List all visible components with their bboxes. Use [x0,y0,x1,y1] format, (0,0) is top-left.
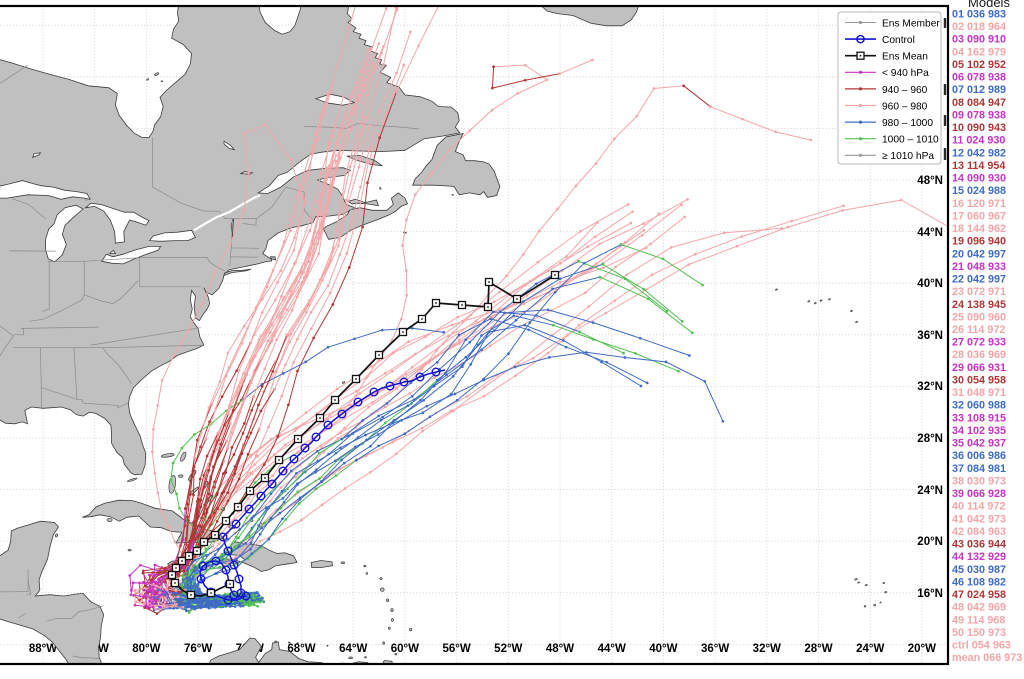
svg-text:04 162 979: 04 162 979 [952,46,1006,58]
svg-text:24°N: 24°N [917,485,943,497]
svg-text:27 072 933: 27 072 933 [952,337,1006,349]
svg-text:60°W: 60°W [391,643,419,655]
svg-text:38 030 973: 38 030 973 [952,475,1006,487]
svg-text:48°N: 48°N [917,175,943,187]
svg-text:34 102 935: 34 102 935 [952,425,1006,437]
svg-text:44°W: 44°W [598,643,626,655]
svg-text:20 042 997: 20 042 997 [952,248,1006,260]
svg-text:37 084 981: 37 084 981 [952,463,1006,475]
svg-text:44°N: 44°N [917,227,943,239]
svg-text:03 090 910: 03 090 910 [952,34,1006,46]
svg-text:01 036 983: 01 036 983 [952,9,1006,21]
svg-text:88°W: 88°W [29,643,57,655]
svg-text:36 006 986: 36 006 986 [952,450,1006,462]
svg-text:02 018 964: 02 018 964 [952,21,1006,33]
svg-text:26 114 972: 26 114 972 [952,324,1005,336]
svg-text:980 – 1000: 980 – 1000 [882,118,933,129]
svg-text:80°W: 80°W [132,643,160,655]
svg-text:40°N: 40°N [917,278,943,290]
svg-text:29 066 931: 29 066 931 [952,362,1006,374]
svg-text:76°W: 76°W [184,643,212,655]
svg-text:07 012 989: 07 012 989 [952,84,1006,96]
svg-text:52°W: 52°W [494,643,522,655]
svg-text:33 108 915: 33 108 915 [952,412,1006,424]
svg-text:Control: Control [882,35,915,46]
svg-text:21 048 933: 21 048 933 [952,261,1006,273]
svg-text:47 024 958: 47 024 958 [952,589,1006,601]
svg-text:36°N: 36°N [917,330,943,342]
svg-text:64°W: 64°W [339,643,367,655]
svg-text:32 060 988: 32 060 988 [952,400,1006,412]
svg-text:39 066 928: 39 066 928 [952,488,1006,500]
svg-text:32°W: 32°W [753,643,781,655]
svg-text:48°W: 48°W [546,643,574,655]
svg-text:56°W: 56°W [442,643,470,655]
svg-text:16°N: 16°N [917,588,943,600]
svg-text:960 – 980: 960 – 980 [882,101,928,112]
svg-text:18 144 962: 18 144 962 [952,223,1006,235]
svg-text:48 042 969: 48 042 969 [952,602,1006,614]
svg-text:28°N: 28°N [917,433,943,445]
svg-text:49 114 968: 49 114 968 [952,614,1005,626]
svg-text:30 054 958: 30 054 958 [952,375,1006,387]
svg-text:44 132 929: 44 132 929 [952,551,1006,563]
svg-text:41 042 973: 41 042 973 [952,513,1006,525]
svg-text:40°W: 40°W [649,643,677,655]
svg-text:43 036 944: 43 036 944 [952,539,1006,551]
svg-text:24 138 945: 24 138 945 [952,299,1006,311]
svg-text:36°W: 36°W [701,643,729,655]
svg-text:15 024 988: 15 024 988 [952,185,1006,197]
svg-text:09 078 938: 09 078 938 [952,110,1006,122]
svg-text:< 940 hPa: < 940 hPa [882,68,929,79]
svg-text:17 060 967: 17 060 967 [952,210,1006,222]
svg-text:12 042 982: 12 042 982 [952,147,1006,159]
svg-text:32°N: 32°N [917,381,943,393]
svg-text:ctrl 054 963: ctrl 054 963 [952,640,1011,652]
svg-text:35 042 937: 35 042 937 [952,438,1006,450]
svg-text:≥ 1010 hPa: ≥ 1010 hPa [882,151,934,162]
svg-text:28°W: 28°W [804,643,832,655]
svg-text:08 084 947: 08 084 947 [952,97,1006,109]
svg-text:25 090 960: 25 090 960 [952,311,1006,323]
svg-text:24°W: 24°W [856,643,884,655]
svg-text:05 102 952: 05 102 952 [952,59,1006,71]
svg-text:20°N: 20°N [917,536,943,548]
svg-text:13 114 954: 13 114 954 [952,160,1005,172]
svg-text:11 024 930: 11 024 930 [952,135,1005,147]
svg-text:40 114 972: 40 114 972 [952,501,1005,513]
svg-text:50 150 973: 50 150 973 [952,627,1006,639]
svg-text:06 078 938: 06 078 938 [952,72,1006,84]
svg-text:940 – 960: 940 – 960 [882,85,928,96]
svg-text:Ens Member: Ens Member [882,18,940,29]
svg-text:22 042 997: 22 042 997 [952,274,1006,286]
svg-text:42 084 963: 42 084 963 [952,526,1006,538]
svg-text:1000 – 1010: 1000 – 1010 [882,135,939,146]
svg-text:10 090 943: 10 090 943 [952,122,1006,134]
svg-text:31 048 971: 31 048 971 [952,387,1006,399]
svg-text:23 072 971: 23 072 971 [952,286,1006,298]
svg-text:Models: Models [968,0,1010,10]
svg-text:28 036 969: 28 036 969 [952,349,1006,361]
svg-text:Ens Mean: Ens Mean [882,52,928,63]
svg-text:68°W: 68°W [287,643,315,655]
svg-text:mean 066 973: mean 066 973 [952,652,1022,664]
svg-text:20°W: 20°W [908,643,936,655]
svg-text:46 108 982: 46 108 982 [952,576,1006,588]
svg-text:16 120 971: 16 120 971 [952,198,1006,210]
svg-text:19 096 940: 19 096 940 [952,236,1006,248]
svg-text:45 030 987: 45 030 987 [952,564,1006,576]
svg-text:14 090 930: 14 090 930 [952,173,1006,185]
